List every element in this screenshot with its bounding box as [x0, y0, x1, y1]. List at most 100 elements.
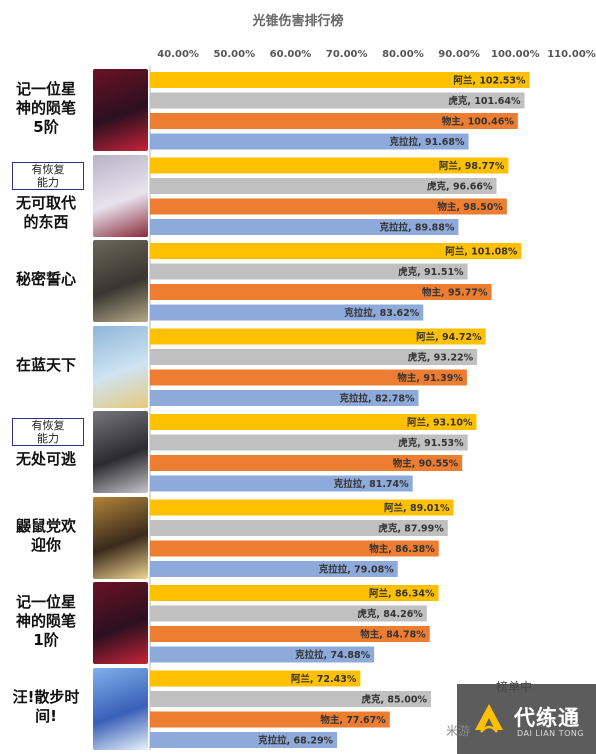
bar-物主 [150, 711, 390, 728]
bar-克拉拉 [150, 219, 459, 235]
light-cone-thumbnail [93, 496, 148, 579]
recovery-tag-line: 有恢复 [31, 419, 65, 432]
bar-value-label: 克拉拉, 68.29% [258, 735, 333, 747]
category-label-line: 的东西 [23, 212, 69, 231]
category-label-line: 鼹鼠党欢 [15, 517, 76, 536]
bar-value-label: 阿兰, 101.08% [445, 246, 518, 258]
category-label-line: 秘密誓心 [15, 270, 76, 289]
x-tick-label: 40.00% [157, 49, 199, 60]
bar-物主 [150, 540, 439, 557]
bar-虎克 [150, 92, 525, 109]
bar-value-label: 克拉拉, 83.62% [344, 307, 419, 319]
category-label: 无可取代 的东西 [2, 194, 90, 232]
bar-克拉拉 [150, 475, 413, 492]
recovery-tag-line: 能力 [37, 175, 59, 189]
recovery-tag-line: 有恢复 [31, 162, 65, 176]
bar-虎克 [150, 434, 468, 451]
bar-value-label: 克拉拉, 89.88% [379, 222, 454, 234]
bar-value-label: 阿兰, 72.43% [291, 673, 357, 685]
category-label-line: 间! [35, 707, 57, 726]
category-label-line: 记一位星 [15, 80, 76, 99]
bar-value-label: 克拉拉, 74.88% [295, 649, 370, 661]
bar-value-label: 虎克, 96.66% [427, 181, 493, 193]
bar-物主 [150, 113, 518, 129]
watermark-title: 代练通 [514, 706, 580, 730]
bar-value-label: 虎克, 85.00% [362, 694, 428, 706]
x-tick-label: 100.00% [491, 49, 540, 60]
bar-物主 [150, 455, 463, 471]
bar-克拉拉 [150, 390, 419, 406]
bar-value-label: 物主, 98.50% [437, 201, 503, 213]
bar-value-label: 克拉拉, 82.78% [340, 393, 415, 405]
bar-value-label: 物主, 100.46% [442, 116, 515, 128]
bar-阿兰 [150, 157, 509, 174]
recovery-tag-line: 能力 [37, 432, 59, 445]
bar-阿兰 [150, 328, 486, 345]
category-label: 汪!散步时 间! [2, 688, 90, 726]
bar-value-label: 虎克, 84.26% [357, 608, 423, 620]
bar-虎克 [150, 178, 497, 194]
bar-虎克 [150, 520, 448, 536]
bar-value-label: 阿兰, 93.10% [407, 417, 473, 429]
x-tick-label: 110.00% [547, 49, 596, 60]
bar-物主 [150, 284, 492, 300]
bar-虎克 [150, 263, 468, 280]
light-cone-thumbnail [93, 411, 148, 493]
bar-阿兰 [150, 670, 361, 687]
bar-克拉拉 [150, 732, 338, 748]
category-label-line: 在蓝天下 [15, 355, 76, 374]
bar-value-label: 阿兰, 102.53% [453, 75, 526, 87]
category-label: 记一位星 神的陨笔 5阶 [2, 80, 90, 137]
category-label-line: 神的陨笔 [15, 612, 76, 631]
light-cone-thumbnail [93, 69, 148, 151]
bar-value-label: 克拉拉, 91.68% [390, 136, 465, 148]
logo-icon [475, 704, 503, 733]
bar-value-label: 虎克, 91.51% [398, 266, 464, 278]
bar-阿兰 [150, 414, 477, 430]
chart-title: 光锥伤害排行榜 [252, 14, 344, 29]
bar-value-label: 克拉拉, 81.74% [334, 478, 409, 490]
bar-value-label: 物主, 90.55% [393, 458, 459, 470]
bar-value-label: 阿兰, 98.77% [439, 160, 505, 172]
x-tick-label: 90.00% [438, 49, 480, 60]
category-label-line: 无可取代 [15, 193, 76, 212]
bar-克拉拉 [150, 646, 375, 663]
bar-克拉拉 [150, 304, 424, 321]
bar-value-label: 物主, 91.39% [397, 372, 463, 384]
watermark-box [457, 684, 596, 754]
x-tick-label: 70.00% [326, 49, 368, 60]
category-label: 在蓝天下 [2, 356, 90, 375]
x-tick-label: 60.00% [270, 49, 312, 60]
bar-物主 [150, 369, 467, 386]
bar-value-label: 物主, 95.77% [422, 287, 488, 299]
bar-value-label: 虎克, 87.99% [378, 523, 444, 535]
bar-克拉拉 [150, 561, 398, 577]
bar-value-label: 阿兰, 89.01% [384, 502, 450, 514]
bar-物主 [150, 626, 430, 642]
bar-value-label: 阿兰, 94.72% [416, 331, 482, 343]
category-label-line: 神的陨笔 [15, 99, 76, 118]
bar-虎克 [150, 605, 427, 622]
x-tick-label: 80.00% [382, 49, 424, 60]
bar-value-label: 阿兰, 86.34% [369, 588, 435, 600]
bar-value-label: 虎克, 91.53% [398, 437, 464, 449]
light-cone-thumbnail [93, 325, 148, 408]
recovery-tag: 有恢复 能力 [12, 418, 84, 446]
bar-value-label: 虎克, 93.22% [408, 352, 474, 364]
x-tick-label: 50.00% [213, 49, 255, 60]
category-label-line: 记一位星 [15, 593, 76, 612]
bar-虎克 [150, 349, 478, 365]
light-cone-thumbnail [93, 240, 148, 322]
light-cone-thumbnail [93, 154, 148, 237]
category-label-line: 迎你 [30, 536, 61, 555]
bar-阿兰 [150, 72, 530, 88]
bar-value-label: 物主, 84.78% [360, 629, 426, 641]
bar-克拉拉 [150, 133, 469, 150]
recovery-tag: 有恢复 能力 [12, 161, 84, 190]
category-label-line: 无处可逃 [15, 450, 76, 468]
watermark-subtitle: DAI LIAN TONG [517, 729, 585, 738]
bar-阿兰 [150, 499, 454, 516]
category-label-line: 汪!散步时 [12, 688, 80, 707]
bar-物主 [150, 198, 507, 215]
